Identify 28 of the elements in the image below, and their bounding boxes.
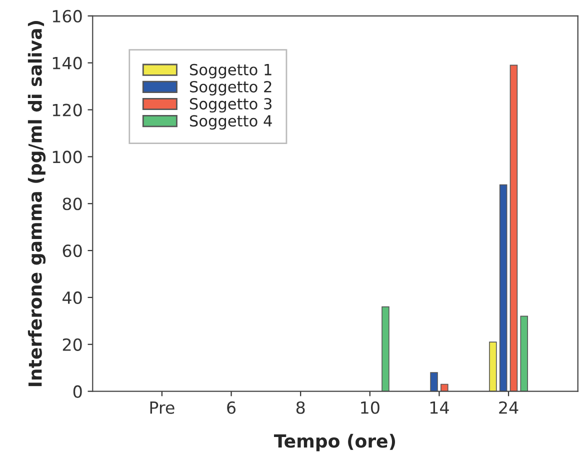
y-tick-label: 0 [73,385,82,398]
y-tick-label: 60 [62,244,82,258]
bar [382,306,390,392]
x-tick-label: 8 [296,401,305,414]
legend-label: Soggetto 3 [190,98,272,113]
bar [510,64,518,392]
bar [499,184,508,392]
y-tick-label: 80 [62,198,82,210]
bar [430,372,438,392]
x-tick-label: 24 [499,401,518,414]
y-tick-label: 140 [52,56,82,70]
y-axis-title: Interferone gamma (pg/ml di saliva) [28,21,46,386]
y-tick-label: 100 [52,150,82,164]
x-tick-label: 6 [227,401,236,414]
x-tick-label: Pre [150,402,174,414]
x-tick-label: 10 [361,401,380,414]
legend-label: Soggetto 2 [190,80,272,96]
y-tick-label: 40 [62,291,82,304]
legend-label: Soggetto 1 [190,64,272,78]
x-axis-title: Tempo (ore) [274,434,396,452]
legend-label: Soggetto 4 [190,115,272,130]
y-tick-label: 160 [52,10,82,22]
x-tick-label: 14 [430,402,449,414]
bar [440,384,448,392]
y-tick-label: 120 [52,104,82,116]
y-tick-label: 20 [62,338,82,351]
bar [489,342,497,392]
bar [520,316,528,392]
